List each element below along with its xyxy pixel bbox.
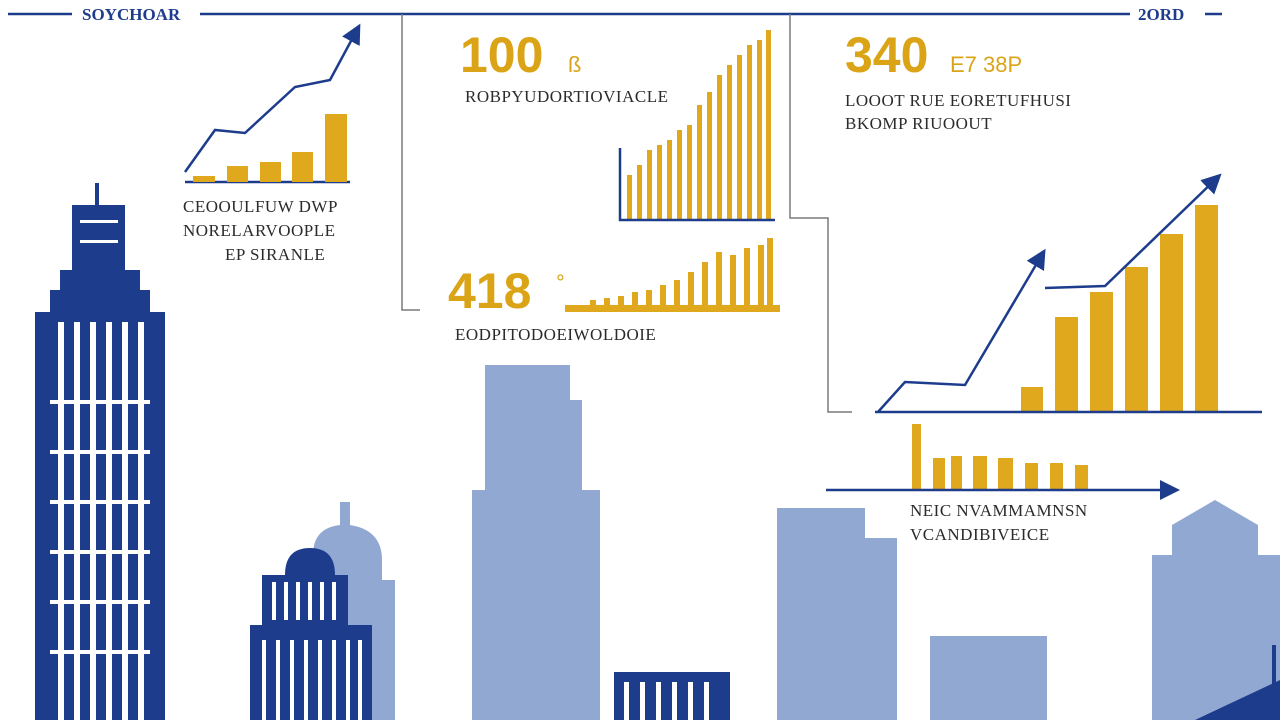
- mini-chart: [565, 238, 780, 312]
- panel-text: CEOOULFUW DWP: [183, 197, 338, 216]
- panel-text: NEIC NVAMMAMNSN: [910, 501, 1088, 520]
- frame: [8, 12, 1222, 413]
- stat-value: 100: [460, 27, 543, 83]
- stat-suffix: ß: [568, 52, 581, 77]
- panel-text: EP SIRANLE: [225, 245, 325, 264]
- panel-text: NORELARVOOPLE: [183, 221, 335, 240]
- skyline: [35, 183, 1280, 720]
- header-right: 2ORD: [1138, 5, 1184, 24]
- stat-value: 418: [448, 263, 531, 319]
- header-left: SOYCHOAR: [82, 5, 181, 24]
- stat-suffix: E7 38P: [950, 52, 1022, 77]
- mini-chart: [875, 173, 1262, 414]
- stat-value: 340: [845, 27, 928, 83]
- panel-text: VCANDIBIVEICE: [910, 525, 1050, 544]
- stat-suffix: °: [556, 270, 565, 295]
- mini-chart: [618, 30, 775, 222]
- mini-chart: [826, 424, 1180, 500]
- panel-text: LOOOT RUE EORETUFHUSI: [845, 91, 1071, 110]
- stat-caption: EODPITODOEIWOLDOIE: [455, 325, 656, 344]
- panel-text: BKOMP RIUOOUT: [845, 114, 992, 133]
- mini-chart: [183, 23, 361, 184]
- stat-caption: ROBPYUDORTIOVIACLE: [465, 87, 668, 106]
